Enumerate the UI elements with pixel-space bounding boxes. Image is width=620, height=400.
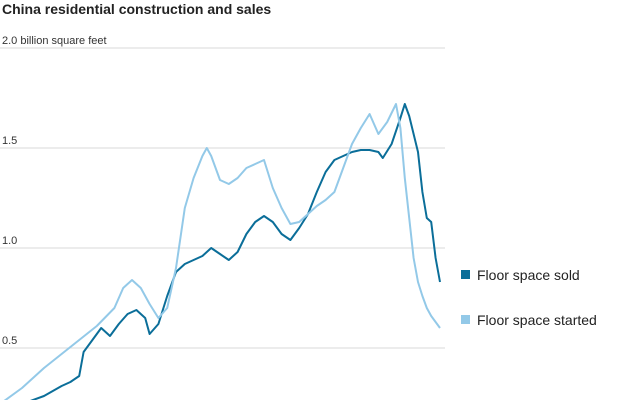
legend-label: Floor space sold (477, 267, 580, 283)
legend-swatch (461, 270, 470, 279)
series-line-floor-space-sold (30, 103, 441, 400)
legend-label: Floor space started (477, 312, 597, 328)
gridlines (0, 47, 445, 349)
y-tick-label: 2.0 billion square feet (2, 35, 107, 47)
y-axis-tick-labels: 2.0 billion square feet 1.5 1.0 0.5 (2, 35, 107, 347)
y-tick-label: 1.0 (2, 235, 17, 247)
y-tick-label: 0.5 (2, 335, 17, 347)
series-line-floor-space-started (3, 103, 441, 400)
series-lines (3, 103, 441, 400)
legend-swatch (461, 315, 470, 324)
chart-title: China residential construction and sales (2, 1, 272, 17)
legend: Floor space sold Floor space started (461, 267, 597, 328)
y-tick-label: 1.5 (2, 135, 17, 147)
